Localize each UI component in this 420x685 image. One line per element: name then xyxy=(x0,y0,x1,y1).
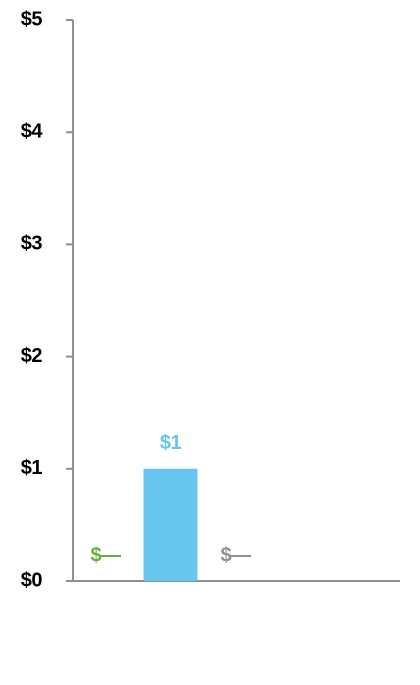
y-tick-label: $0 xyxy=(21,569,43,591)
value-label: $— xyxy=(90,544,121,566)
y-tick-label: $4 xyxy=(21,120,44,142)
y-tick-label: $5 xyxy=(21,8,43,30)
y-tick-label: $3 xyxy=(21,233,43,255)
value-label: $1 xyxy=(160,432,182,454)
y-tick-label: $1 xyxy=(21,457,43,479)
y-tick-label: $2 xyxy=(21,345,43,367)
bar xyxy=(143,468,198,581)
value-label: $— xyxy=(220,544,251,566)
